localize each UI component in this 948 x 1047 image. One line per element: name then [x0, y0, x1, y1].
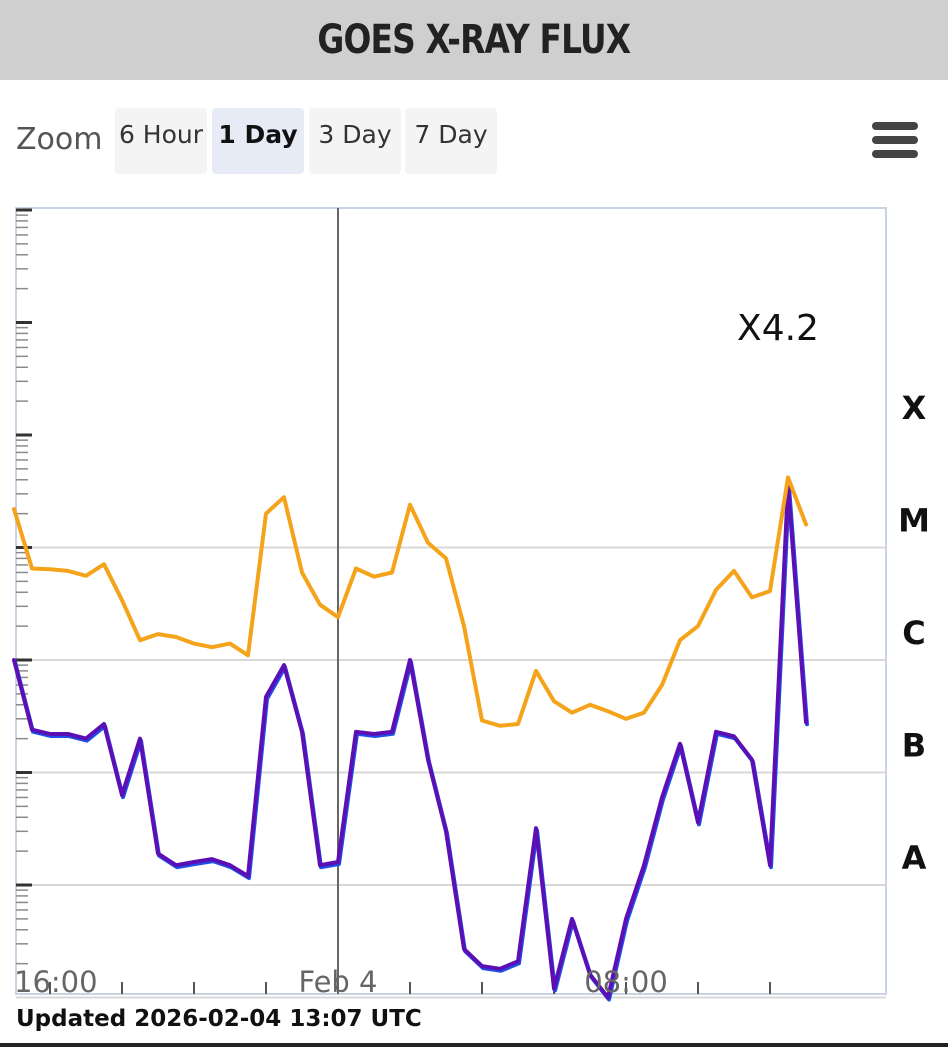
class-label-m: M [898, 502, 930, 540]
zoom-3-day-button[interactable]: 3 Day [309, 108, 401, 174]
zoom-6-hour-button[interactable]: 6 Hour [115, 108, 207, 174]
series-long-channel [12, 475, 808, 728]
series-short-channel [12, 482, 808, 1000]
zoom-1-day-button[interactable]: 1 Day [212, 108, 304, 174]
chart-svg: X M C B A 16:00 Feb 4 08:00 X4.2 [12, 207, 930, 1002]
class-label-a: A [902, 839, 927, 877]
x-tick-label: 08:00 [584, 965, 668, 999]
updated-timestamp: Updated 2026-02-04 13:07 UTC [16, 1006, 422, 1032]
xray-flux-chart: X M C B A 16:00 Feb 4 08:00 X4.2 [0, 200, 948, 1010]
title-bar: GOES X-RAY FLUX [0, 0, 948, 80]
page-title: GOES X-RAY FLUX [317, 17, 632, 63]
peak-annotation: X4.2 [737, 308, 819, 349]
class-label-c: C [902, 614, 925, 652]
hamburger-menu-icon[interactable] [870, 122, 922, 162]
zoom-7-day-button[interactable]: 7 Day [405, 108, 497, 174]
zoom-label: Zoom [16, 122, 103, 157]
zoom-controls: Zoom 6 Hour 1 Day 3 Day 7 Day [0, 106, 948, 176]
class-label-b: B [902, 727, 926, 765]
class-label-x: X [902, 389, 927, 427]
x-tick-label: Feb 4 [298, 965, 377, 999]
x-tick-label: 16:00 [14, 965, 98, 999]
bottom-divider [0, 1043, 948, 1047]
